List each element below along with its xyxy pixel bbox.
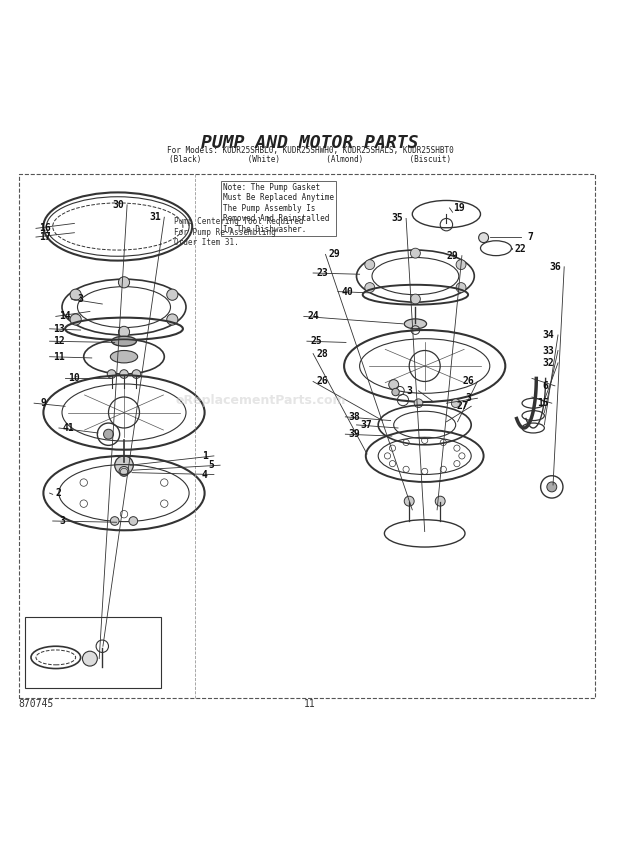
Text: 24: 24 xyxy=(308,312,319,321)
Circle shape xyxy=(104,429,113,439)
Circle shape xyxy=(118,326,130,337)
Circle shape xyxy=(70,314,81,325)
Circle shape xyxy=(389,380,399,389)
Circle shape xyxy=(451,399,460,407)
Text: 26: 26 xyxy=(317,377,328,387)
Text: 35: 35 xyxy=(391,213,402,223)
Circle shape xyxy=(410,294,420,304)
Text: 2: 2 xyxy=(56,488,62,498)
Text: 15: 15 xyxy=(537,398,548,408)
Text: 26: 26 xyxy=(463,377,474,387)
Circle shape xyxy=(547,482,557,492)
Text: 13: 13 xyxy=(53,324,64,334)
Text: 9: 9 xyxy=(40,398,46,408)
Text: eReplacementParts.com: eReplacementParts.com xyxy=(175,394,346,407)
Text: 37: 37 xyxy=(360,420,371,430)
Text: Note: The Pump Gasket
Must Be Replaced Anytime
The Pump Assembly Is
Removed And : Note: The Pump Gasket Must Be Replaced A… xyxy=(223,183,334,234)
Circle shape xyxy=(479,233,489,242)
Circle shape xyxy=(410,248,420,259)
Text: 23: 23 xyxy=(317,268,328,278)
Text: 41: 41 xyxy=(63,423,74,433)
Text: 870745: 870745 xyxy=(19,698,54,709)
Circle shape xyxy=(392,389,399,395)
Text: 27: 27 xyxy=(456,401,467,411)
Text: 7: 7 xyxy=(527,232,533,242)
Circle shape xyxy=(404,496,414,506)
Text: 12: 12 xyxy=(53,336,64,346)
Circle shape xyxy=(365,282,374,293)
Text: PUMP AND MOTOR PARTS: PUMP AND MOTOR PARTS xyxy=(202,134,418,152)
Circle shape xyxy=(414,399,423,407)
Text: 32: 32 xyxy=(543,358,554,368)
Text: 1: 1 xyxy=(202,451,208,461)
Ellipse shape xyxy=(404,319,427,329)
Text: 22: 22 xyxy=(515,245,526,254)
Text: 14: 14 xyxy=(60,312,71,321)
Ellipse shape xyxy=(110,350,138,363)
Circle shape xyxy=(129,517,138,526)
Circle shape xyxy=(70,289,81,300)
Circle shape xyxy=(365,259,374,270)
Text: Pump Centering Tool Required
For Pump Re-Assembling
Order Item 31.: Pump Centering Tool Required For Pump Re… xyxy=(174,217,303,247)
Text: 5: 5 xyxy=(208,461,214,470)
Text: For Models: KUDR25SHBL0, KUDR25SHWH0, KUDR25SHALS, KUDR25SHBT0: For Models: KUDR25SHBL0, KUDR25SHWH0, KU… xyxy=(167,146,453,155)
Text: 17: 17 xyxy=(40,232,51,242)
Text: 39: 39 xyxy=(349,429,360,439)
Text: 33: 33 xyxy=(543,346,554,355)
Text: 10: 10 xyxy=(69,373,80,383)
Text: 36: 36 xyxy=(549,262,560,272)
Text: (Black)          (White)          (Almond)          (Biscuit): (Black) (White) (Almond) (Biscuit) xyxy=(169,155,451,164)
Circle shape xyxy=(435,496,445,506)
Circle shape xyxy=(456,259,466,270)
Text: 30: 30 xyxy=(112,199,123,210)
Text: 3: 3 xyxy=(465,393,471,403)
Circle shape xyxy=(115,456,133,474)
Ellipse shape xyxy=(112,336,136,346)
Text: 29: 29 xyxy=(329,249,340,259)
Circle shape xyxy=(82,651,97,666)
Text: 29: 29 xyxy=(447,251,458,260)
Text: 6: 6 xyxy=(542,381,549,391)
Text: 25: 25 xyxy=(311,336,322,346)
Text: 3: 3 xyxy=(59,516,65,526)
Text: 3: 3 xyxy=(78,294,84,304)
Circle shape xyxy=(456,282,466,293)
Circle shape xyxy=(110,517,119,526)
Text: 40: 40 xyxy=(342,287,353,296)
Bar xyxy=(25,617,161,688)
Text: 11: 11 xyxy=(304,698,316,709)
Circle shape xyxy=(132,370,141,378)
Text: 19: 19 xyxy=(453,203,464,213)
Circle shape xyxy=(167,289,178,300)
Bar xyxy=(19,174,595,698)
Text: 3: 3 xyxy=(406,386,412,395)
Circle shape xyxy=(107,370,116,378)
Text: 31: 31 xyxy=(149,212,161,223)
Circle shape xyxy=(118,276,130,288)
Text: 34: 34 xyxy=(543,330,554,340)
Circle shape xyxy=(120,370,128,378)
Text: 38: 38 xyxy=(349,412,360,422)
Text: 28: 28 xyxy=(317,348,328,359)
Text: 4: 4 xyxy=(202,469,208,479)
Text: 11: 11 xyxy=(53,352,64,362)
Text: 16: 16 xyxy=(40,223,51,234)
Circle shape xyxy=(167,314,178,325)
